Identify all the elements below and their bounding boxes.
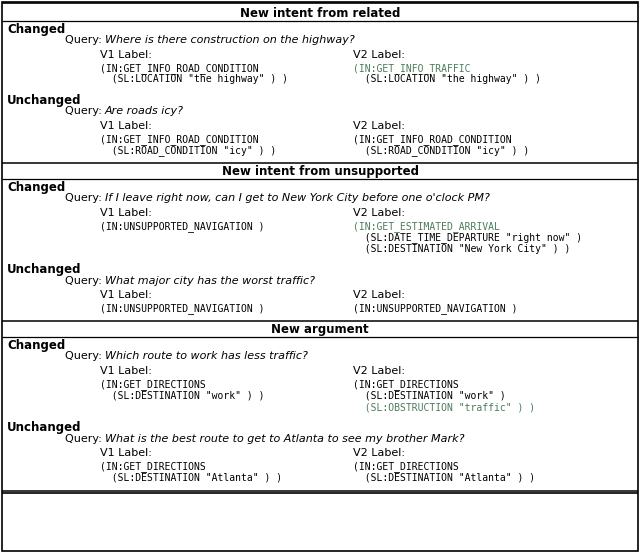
Text: Query:: Query:: [65, 106, 106, 116]
Text: (SL:DATE_TIME_DEPARTURE "right now" ): (SL:DATE_TIME_DEPARTURE "right now" ): [353, 232, 582, 243]
Text: What major city has the worst traffic?: What major city has the worst traffic?: [105, 275, 315, 285]
Text: V2 Label:: V2 Label:: [353, 50, 405, 60]
Text: (IN:GET_DIRECTIONS: (IN:GET_DIRECTIONS: [100, 462, 205, 472]
Text: (SL:DESTINATION "Atlanta" ) ): (SL:DESTINATION "Atlanta" ) ): [353, 473, 535, 483]
Text: (IN:UNSUPPORTED_NAVIGATION ): (IN:UNSUPPORTED_NAVIGATION ): [353, 304, 518, 315]
Text: New intent from unsupported: New intent from unsupported: [221, 165, 419, 178]
Text: Unchanged: Unchanged: [7, 421, 81, 435]
Text: If I leave right now, can I get to New York City before one o'clock PM?: If I leave right now, can I get to New Y…: [105, 193, 490, 203]
Text: Query:: Query:: [65, 35, 106, 45]
Text: Changed: Changed: [7, 23, 65, 36]
Text: Query:: Query:: [65, 434, 106, 444]
Text: (IN:GET_DIRECTIONS: (IN:GET_DIRECTIONS: [353, 462, 459, 472]
Text: (IN:GET_INFO_TRAFFIC: (IN:GET_INFO_TRAFFIC: [353, 63, 470, 74]
Text: (SL:DESTINATION "New York City" ) ): (SL:DESTINATION "New York City" ) ): [353, 244, 570, 254]
Text: V2 Label:: V2 Label:: [353, 448, 405, 458]
Text: New argument: New argument: [271, 323, 369, 336]
Text: (SL:LOCATION "the highway" ) ): (SL:LOCATION "the highway" ) ): [100, 75, 288, 85]
Text: Unchanged: Unchanged: [7, 263, 81, 276]
Text: Changed: Changed: [7, 339, 65, 352]
Text: Which route to work has less traffic?: Which route to work has less traffic?: [105, 351, 308, 361]
Text: (SL:DESTINATION "work" ) ): (SL:DESTINATION "work" ) ): [100, 390, 264, 400]
Text: (IN:GET_ESTIMATED_ARRIVAL: (IN:GET_ESTIMATED_ARRIVAL: [353, 221, 500, 232]
Text: (IN:UNSUPPORTED_NAVIGATION ): (IN:UNSUPPORTED_NAVIGATION ): [100, 221, 264, 232]
Text: V1 Label:: V1 Label:: [100, 50, 152, 60]
Text: Where is there construction on the highway?: Where is there construction on the highw…: [105, 35, 355, 45]
Text: V2 Label:: V2 Label:: [353, 121, 405, 131]
Text: V1 Label:: V1 Label:: [100, 121, 152, 131]
Text: V1 Label:: V1 Label:: [100, 208, 152, 218]
Text: (SL:OBSTRUCTION "traffic" ) ): (SL:OBSTRUCTION "traffic" ) ): [353, 402, 535, 412]
Text: (SL:ROAD_CONDITION "icy" ) ): (SL:ROAD_CONDITION "icy" ) ): [100, 145, 276, 156]
Text: V2 Label:: V2 Label:: [353, 366, 405, 376]
Text: (SL:DESTINATION "Atlanta" ) ): (SL:DESTINATION "Atlanta" ) ): [100, 473, 282, 483]
Text: (IN:UNSUPPORTED_NAVIGATION ): (IN:UNSUPPORTED_NAVIGATION ): [100, 304, 264, 315]
Text: Query:: Query:: [65, 193, 106, 203]
Text: V1 Label:: V1 Label:: [100, 448, 152, 458]
Text: (IN:GET_INFO_ROAD_CONDITION: (IN:GET_INFO_ROAD_CONDITION: [353, 134, 511, 145]
Text: Changed: Changed: [7, 181, 65, 194]
Text: V2 Label:: V2 Label:: [353, 208, 405, 218]
Text: What is the best route to get to Atlanta to see my brother Mark?: What is the best route to get to Atlanta…: [105, 434, 465, 444]
Text: (IN:GET_INFO_ROAD_CONDITION: (IN:GET_INFO_ROAD_CONDITION: [100, 134, 259, 145]
Text: (IN:GET_DIRECTIONS: (IN:GET_DIRECTIONS: [353, 379, 459, 390]
Text: Are roads icy?: Are roads icy?: [105, 106, 184, 116]
Text: V1 Label:: V1 Label:: [100, 366, 152, 376]
Text: (SL:DESTINATION "work" ): (SL:DESTINATION "work" ): [353, 390, 506, 400]
Text: (SL:LOCATION "the highway" ) ): (SL:LOCATION "the highway" ) ): [353, 75, 541, 85]
Text: V2 Label:: V2 Label:: [353, 290, 405, 300]
Text: (SL:ROAD_CONDITION "icy" ) ): (SL:ROAD_CONDITION "icy" ) ): [353, 145, 529, 156]
Text: Unchanged: Unchanged: [7, 94, 81, 107]
Text: (IN:GET_DIRECTIONS: (IN:GET_DIRECTIONS: [100, 379, 205, 390]
Text: New intent from related: New intent from related: [240, 7, 400, 20]
Text: Query:: Query:: [65, 351, 106, 361]
Text: (IN:GET_INFO_ROAD_CONDITION: (IN:GET_INFO_ROAD_CONDITION: [100, 63, 259, 74]
Text: V1 Label:: V1 Label:: [100, 290, 152, 300]
Text: Query:: Query:: [65, 275, 106, 285]
